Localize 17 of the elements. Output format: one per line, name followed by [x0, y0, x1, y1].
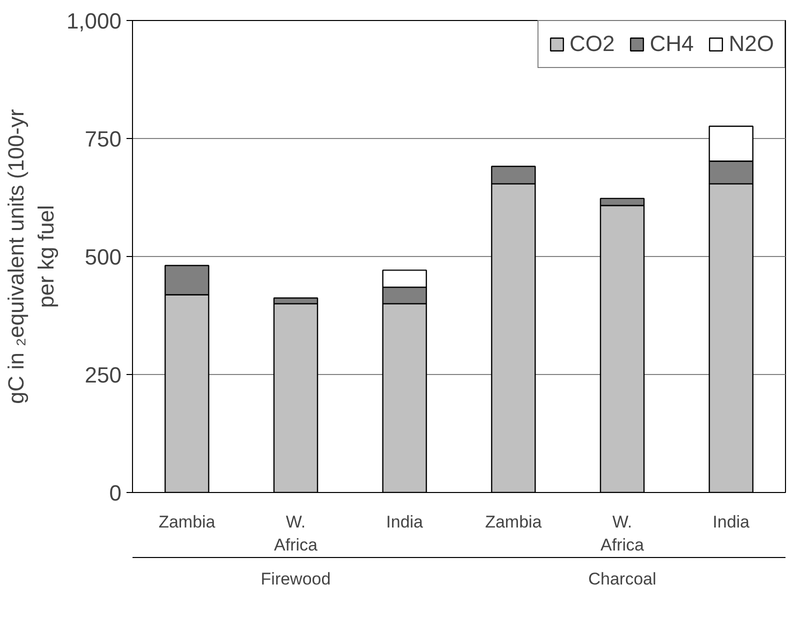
y-tick-label: 500 [84, 244, 122, 270]
text: Firewood [260, 570, 331, 588]
y-tick-label: 1,000 [66, 8, 122, 34]
y-axis-title: gC in ₂equivalent units (100-yr per kg fuel [3, 109, 58, 404]
y-tick-label: 0 [109, 480, 122, 506]
x-tick-label: W. Africa [600, 512, 645, 554]
x-tick-label: Zambia [485, 512, 542, 532]
x-tick-label: Zambia [158, 512, 216, 532]
text: Charcoal [588, 570, 656, 588]
x-tick-label: W. Africa [274, 512, 318, 554]
y-tick-label: 250 [84, 362, 122, 388]
legend-label: CH4 [650, 31, 694, 57]
x-tick-label: India [386, 512, 424, 532]
y-tick-label: 750 [84, 126, 122, 152]
x-tick-label: India [712, 512, 750, 532]
legend-label: CO2 [569, 31, 615, 57]
legend-label: N2O [728, 31, 774, 57]
